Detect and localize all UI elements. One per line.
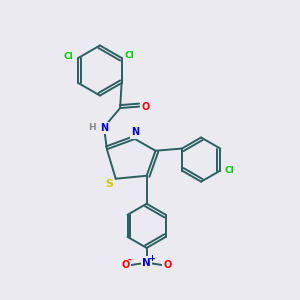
- Text: Cl: Cl: [125, 51, 135, 60]
- Text: Cl: Cl: [224, 166, 234, 175]
- Text: S: S: [105, 179, 113, 189]
- Text: O: O: [163, 260, 171, 270]
- Text: N: N: [131, 128, 139, 137]
- Text: O: O: [122, 260, 130, 270]
- Text: +: +: [148, 254, 155, 263]
- Text: -: -: [128, 255, 132, 265]
- Text: N: N: [100, 123, 108, 133]
- Text: H: H: [88, 123, 95, 132]
- Text: N: N: [142, 258, 151, 268]
- Text: O: O: [141, 102, 149, 112]
- Text: Cl: Cl: [64, 52, 74, 61]
